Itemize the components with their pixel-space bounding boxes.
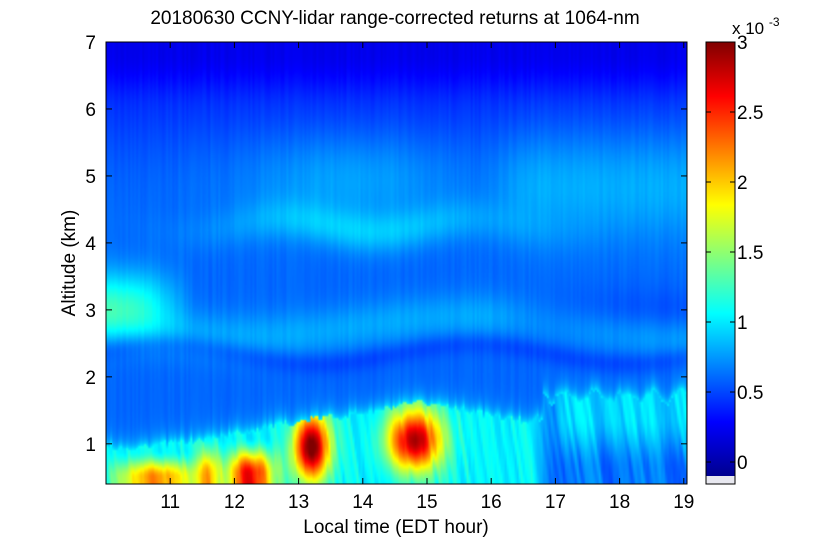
x-axis-ticks: 11 12 13 14 15 16 17 18 19 [160,42,694,513]
x-tick-label: 11 [160,492,180,513]
y-axis-label: Altitude (km) [59,210,80,317]
colorbar-frame [705,41,736,485]
x-tick-label: 18 [609,492,630,513]
x-tick-label: 17 [545,492,566,513]
y-tick-label: 6 [85,100,96,121]
x-tick-label: 13 [288,492,309,513]
y-tick-label: 1 [85,435,96,456]
x-tick-label: 14 [352,492,374,513]
colorbar: 0 0.5 1 1.5 2 2.5 3 x 10 -3 [705,15,780,485]
colorbar-exponent: x 10 -3 [732,15,780,38]
colorbar-tick-label: 3 [737,33,748,54]
colorbar-tick-label: 2 [737,173,748,194]
y-tick-label: 4 [85,234,96,255]
colorbar-tick-label: 2.5 [737,103,763,124]
plot-frame [105,41,688,485]
chart-title: 20180630 CCNY-lidar range-corrected retu… [150,8,639,29]
y-tick-label: 3 [85,301,96,322]
y-axis-ticks: 1 2 3 4 5 6 7 [85,33,687,456]
lidar-heatmap [106,42,687,484]
x-axis-label: Local time (EDT hour) [303,517,489,538]
colorbar-ticks: 0 0.5 1 1.5 2 2.5 3 [706,33,763,474]
y-tick-label: 5 [85,167,96,188]
x-tick-label: 16 [481,492,502,513]
colorbar-nan-swatch [706,476,735,484]
colorbar-exponent-base: x 10 [732,19,764,38]
x-tick-label: 15 [416,492,437,513]
y-tick-label: 2 [85,368,96,389]
colorbar-tick-label: 1 [737,313,748,334]
x-tick-label: 12 [224,492,245,513]
x-tick-label: 19 [673,492,694,513]
colorbar-tick-label: 1.5 [737,243,763,264]
colorbar-exponent-power: -3 [769,15,780,29]
colorbar-tick-label: 0.5 [737,383,763,404]
colorbar-gradient [706,42,735,476]
colorbar-tick-label: 0 [737,453,748,474]
y-tick-label: 7 [85,33,96,54]
